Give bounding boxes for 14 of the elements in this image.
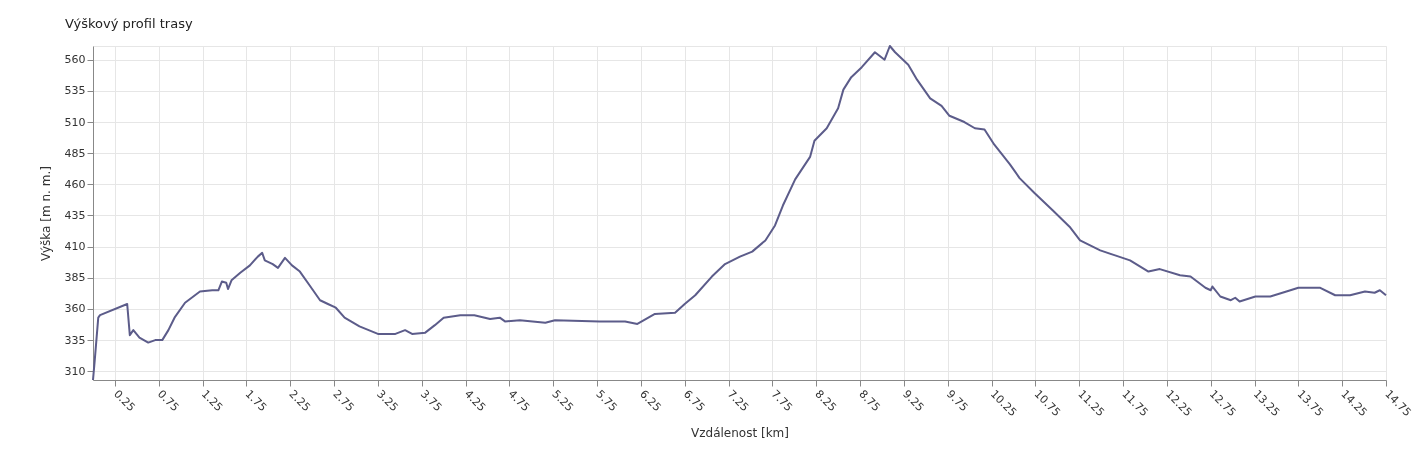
y-tick-label: 310 [64, 364, 86, 378]
y-tick-label: 435 [64, 208, 86, 222]
y-tick-label: 535 [64, 84, 86, 98]
y-tick-label: 510 [64, 115, 86, 129]
y-tick-label: 560 [64, 53, 86, 67]
y-tick-label: 410 [64, 240, 86, 254]
y-tick-label: 460 [64, 177, 86, 191]
y-tick-label: 335 [64, 333, 86, 347]
y-axis-title: Výška [m n. m.] [38, 166, 53, 261]
x-axis-title: Vzdálenost [km] [691, 426, 789, 441]
y-tick-label: 485 [64, 146, 86, 160]
y-tick-label: 360 [64, 302, 86, 316]
chart-title: Výškový profil trasy [65, 16, 193, 31]
y-tick-label: 385 [64, 271, 86, 285]
